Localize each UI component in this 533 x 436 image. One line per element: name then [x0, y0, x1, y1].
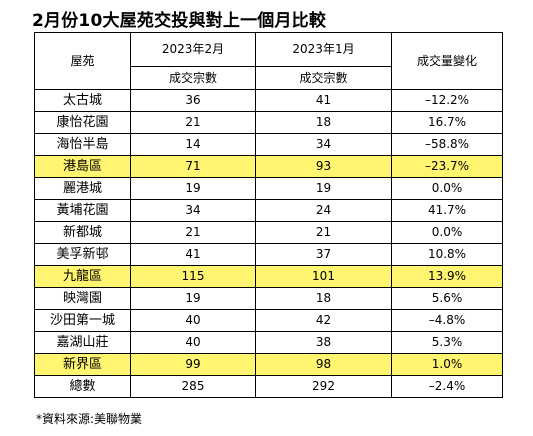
cell-estate: 新都城	[34, 221, 131, 244]
cell-feb: 40	[130, 309, 256, 332]
cell-estate: 新界區	[34, 353, 131, 376]
table-row: 新都城 21 21 0.0%	[34, 221, 503, 244]
cell-estate: 康怡花園	[34, 111, 131, 134]
cell-estate: 麗港城	[34, 177, 131, 200]
cell-change: 13.9%	[391, 265, 503, 288]
page-title: 2月份10大屋苑交投與對上一個月比較	[32, 11, 327, 31]
cell-estate: 沙田第一城	[34, 309, 131, 332]
cell-estate: 映灣園	[34, 287, 131, 310]
table-row: 總數 285 292 –2.4%	[34, 375, 503, 398]
cell-feb: 21	[130, 111, 256, 134]
cell-change: 1.0%	[391, 353, 503, 376]
cell-change: 16.7%	[391, 111, 503, 134]
cell-estate: 港島區	[34, 155, 131, 178]
header-feb: 2023年2月	[130, 32, 256, 67]
table-row: 沙田第一城 40 42 –4.8%	[34, 309, 503, 332]
cell-jan: 101	[255, 265, 392, 288]
cell-estate: 太古城	[34, 89, 131, 112]
table-row: 黃埔花園 34 24 41.7%	[34, 199, 503, 222]
cell-change: –2.4%	[391, 375, 503, 398]
cell-jan: 24	[255, 199, 392, 222]
cell-change: 0.0%	[391, 221, 503, 244]
cell-feb: 71	[130, 155, 256, 178]
table-row: 太古城 36 41 –12.2%	[34, 89, 503, 112]
cell-feb: 36	[130, 89, 256, 112]
cell-jan: 37	[255, 243, 392, 266]
cell-estate: 海怡半島	[34, 133, 131, 156]
header-change: 成交量變化	[391, 32, 503, 90]
header-jan: 2023年1月	[255, 32, 392, 67]
table-row: 麗港城 19 19 0.0%	[34, 177, 503, 200]
table-row: 康怡花園 21 18 16.7%	[34, 111, 503, 134]
cell-jan: 34	[255, 133, 392, 156]
cell-change: 5.3%	[391, 331, 503, 354]
cell-feb: 19	[130, 177, 256, 200]
cell-jan: 19	[255, 177, 392, 200]
cell-estate: 總數	[34, 375, 131, 398]
table-row-district-subtotal: 港島區 71 93 –23.7%	[34, 155, 503, 178]
cell-jan: 41	[255, 89, 392, 112]
cell-jan: 21	[255, 221, 392, 244]
transaction-comparison-table: 屋苑 2023年2月 2023年1月 成交量變化 成交宗數 成交宗數 太古城 36…	[34, 32, 503, 398]
cell-feb: 21	[130, 221, 256, 244]
cell-jan: 93	[255, 155, 392, 178]
cell-feb: 99	[130, 353, 256, 376]
table-row: 映灣園 19 18 5.6%	[34, 287, 503, 310]
table-row: 嘉湖山莊 40 38 5.3%	[34, 331, 503, 354]
cell-estate: 美孚新邨	[34, 243, 131, 266]
cell-feb: 19	[130, 287, 256, 310]
cell-jan: 98	[255, 353, 392, 376]
cell-estate: 嘉湖山莊	[34, 331, 131, 354]
table-body: 屋苑 2023年2月 2023年1月 成交量變化 成交宗數 成交宗數 太古城 36…	[34, 32, 503, 398]
cell-jan: 18	[255, 111, 392, 134]
header-estate: 屋苑	[34, 32, 131, 90]
cell-change: 0.0%	[391, 177, 503, 200]
table-row: 海怡半島 14 34 –58.8%	[34, 133, 503, 156]
cell-feb: 14	[130, 133, 256, 156]
cell-jan: 38	[255, 331, 392, 354]
cell-jan: 42	[255, 309, 392, 332]
cell-change: 10.8%	[391, 243, 503, 266]
source-footnote: *資料來源:美聯物業	[36, 412, 143, 426]
cell-change: –4.8%	[391, 309, 503, 332]
table-row-district-subtotal: 九龍區 115 101 13.9%	[34, 265, 503, 288]
cell-feb: 41	[130, 243, 256, 266]
cell-change: 5.6%	[391, 287, 503, 310]
cell-change: –23.7%	[391, 155, 503, 178]
cell-change: –58.8%	[391, 133, 503, 156]
cell-estate: 九龍區	[34, 265, 131, 288]
table-row-district-subtotal: 新界區 99 98 1.0%	[34, 353, 503, 376]
table-row: 美孚新邨 41 37 10.8%	[34, 243, 503, 266]
cell-feb: 285	[130, 375, 256, 398]
cell-change: –12.2%	[391, 89, 503, 112]
subheader-jan: 成交宗數	[255, 66, 392, 90]
cell-change: 41.7%	[391, 199, 503, 222]
cell-feb: 115	[130, 265, 256, 288]
subheader-row: 成交宗數 成交宗數	[35, 66, 503, 90]
cell-feb: 34	[130, 199, 256, 222]
cell-jan: 292	[255, 375, 392, 398]
cell-feb: 40	[130, 331, 256, 354]
cell-estate: 黃埔花園	[34, 199, 131, 222]
header-row: 屋苑 2023年2月 2023年1月 成交量變化	[34, 32, 503, 90]
subheader-feb: 成交宗數	[130, 66, 256, 90]
cell-jan: 18	[255, 287, 392, 310]
